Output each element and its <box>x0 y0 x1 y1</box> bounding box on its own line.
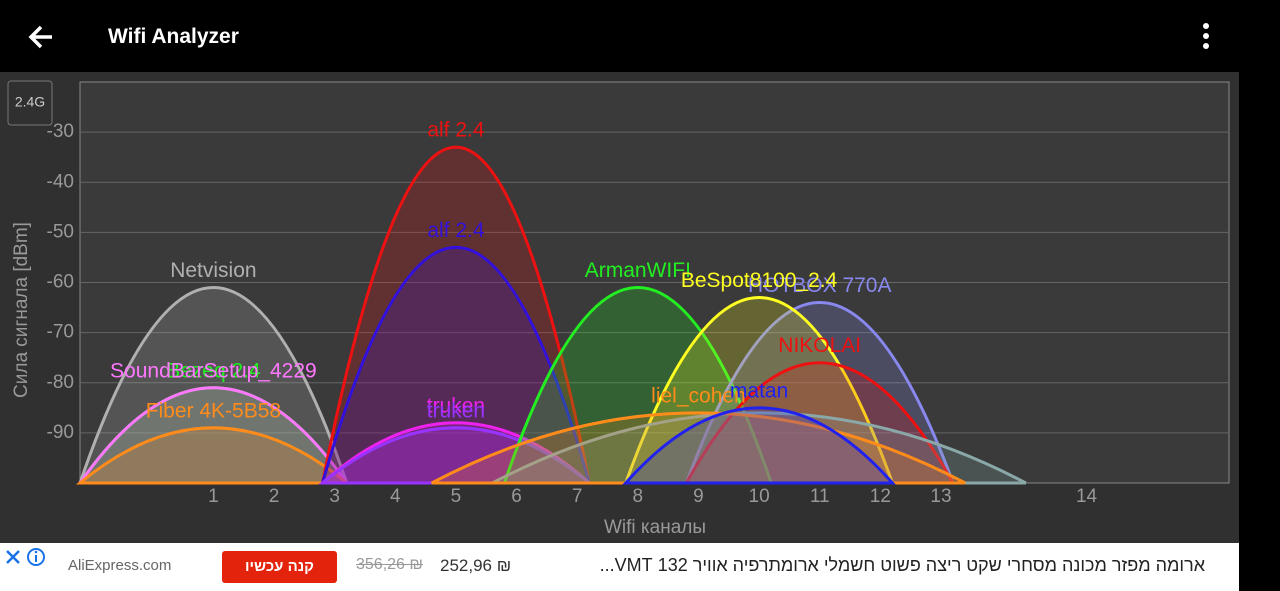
network-label: alf 2.4 <box>427 119 485 142</box>
x-tick-label: 6 <box>511 486 522 507</box>
x-tick-label: 10 <box>749 486 770 507</box>
signal-curve <box>622 406 896 485</box>
x-tick-label: 9 <box>693 486 704 507</box>
y-tick-label: -90 <box>47 422 74 443</box>
x-tick-label: 2 <box>269 486 280 507</box>
network-label: NIKOLAI <box>778 334 861 357</box>
x-tick-label: 13 <box>930 486 951 507</box>
network-label: HOTBOX 770A <box>748 274 892 297</box>
y-tick-label: -80 <box>47 372 74 393</box>
network-label: Bezeq 2.4 <box>166 359 261 382</box>
network-label: truken <box>427 394 485 417</box>
ad-source: AliExpress.com <box>68 557 172 574</box>
band-label: 2.4G <box>15 94 45 110</box>
signal-curve <box>320 145 592 485</box>
y-tick-label: -70 <box>47 322 74 343</box>
y-tick-label: -30 <box>47 121 74 142</box>
signal-curve <box>491 411 1027 485</box>
signal-curve <box>684 301 956 485</box>
x-tick-label: 8 <box>633 486 644 507</box>
app-bar: Wifi Analyzer <box>0 0 1280 72</box>
band-button[interactable] <box>7 80 53 126</box>
y-axis-label: Сила сигнала [dBm] <box>11 222 32 398</box>
network-label: Fiber 4K-5B58 <box>146 399 281 422</box>
ad-banner[interactable]: AliExpress.com קנה עכשיו 356,26 ₪ 252,96… <box>0 543 1239 591</box>
network-label: alf 2.4 <box>427 219 485 242</box>
x-tick-label: 14 <box>1076 486 1098 507</box>
ad-icons[interactable] <box>2 545 52 575</box>
back-button[interactable] <box>22 17 62 57</box>
x-tick-label: 12 <box>870 486 891 507</box>
ad-old-price: 356,26 ₪ <box>356 556 423 573</box>
x-tick-label: 1 <box>208 486 219 507</box>
ad-text: ארומה מפזר מכונה מסחרי שקט ריצה פשוט חשמ… <box>599 555 1205 575</box>
x-tick-label: 11 <box>810 486 830 507</box>
x-tick-label: 5 <box>451 486 462 507</box>
signal-curve <box>77 386 350 485</box>
app-title: Wifi Analyzer <box>108 25 239 48</box>
network-label: ArmanWIFI <box>585 259 691 282</box>
ad-button[interactable]: קנה עכשיו <box>222 551 337 583</box>
signal-curve <box>320 245 592 485</box>
network-label: truken <box>427 399 485 422</box>
x-tick-label: 4 <box>390 486 401 507</box>
network-label: Netvision <box>170 259 256 282</box>
network-label: matan <box>730 379 788 402</box>
y-tick-label: -50 <box>47 221 74 242</box>
x-axis-label: Wifi каналы <box>604 517 706 538</box>
signal-curve <box>77 286 349 485</box>
ad-price: 252,96 ₪ <box>440 556 512 575</box>
signal-curve <box>623 296 895 485</box>
y-tick-label: -40 <box>47 171 74 192</box>
network-label: BeSpot8100_2.4 <box>681 269 838 292</box>
y-tick-label: -60 <box>47 272 74 293</box>
network-label: liel_cohen <box>651 384 746 407</box>
chart: 2.4G Сила сигнала [dBm] Wifi каналы -30 -… <box>0 72 1239 543</box>
x-tick-label: 7 <box>572 486 583 507</box>
menu-button[interactable] <box>1196 17 1216 57</box>
network-label: SoundBarSetup_4229 <box>110 359 317 382</box>
x-tick-label: 3 <box>329 486 340 507</box>
